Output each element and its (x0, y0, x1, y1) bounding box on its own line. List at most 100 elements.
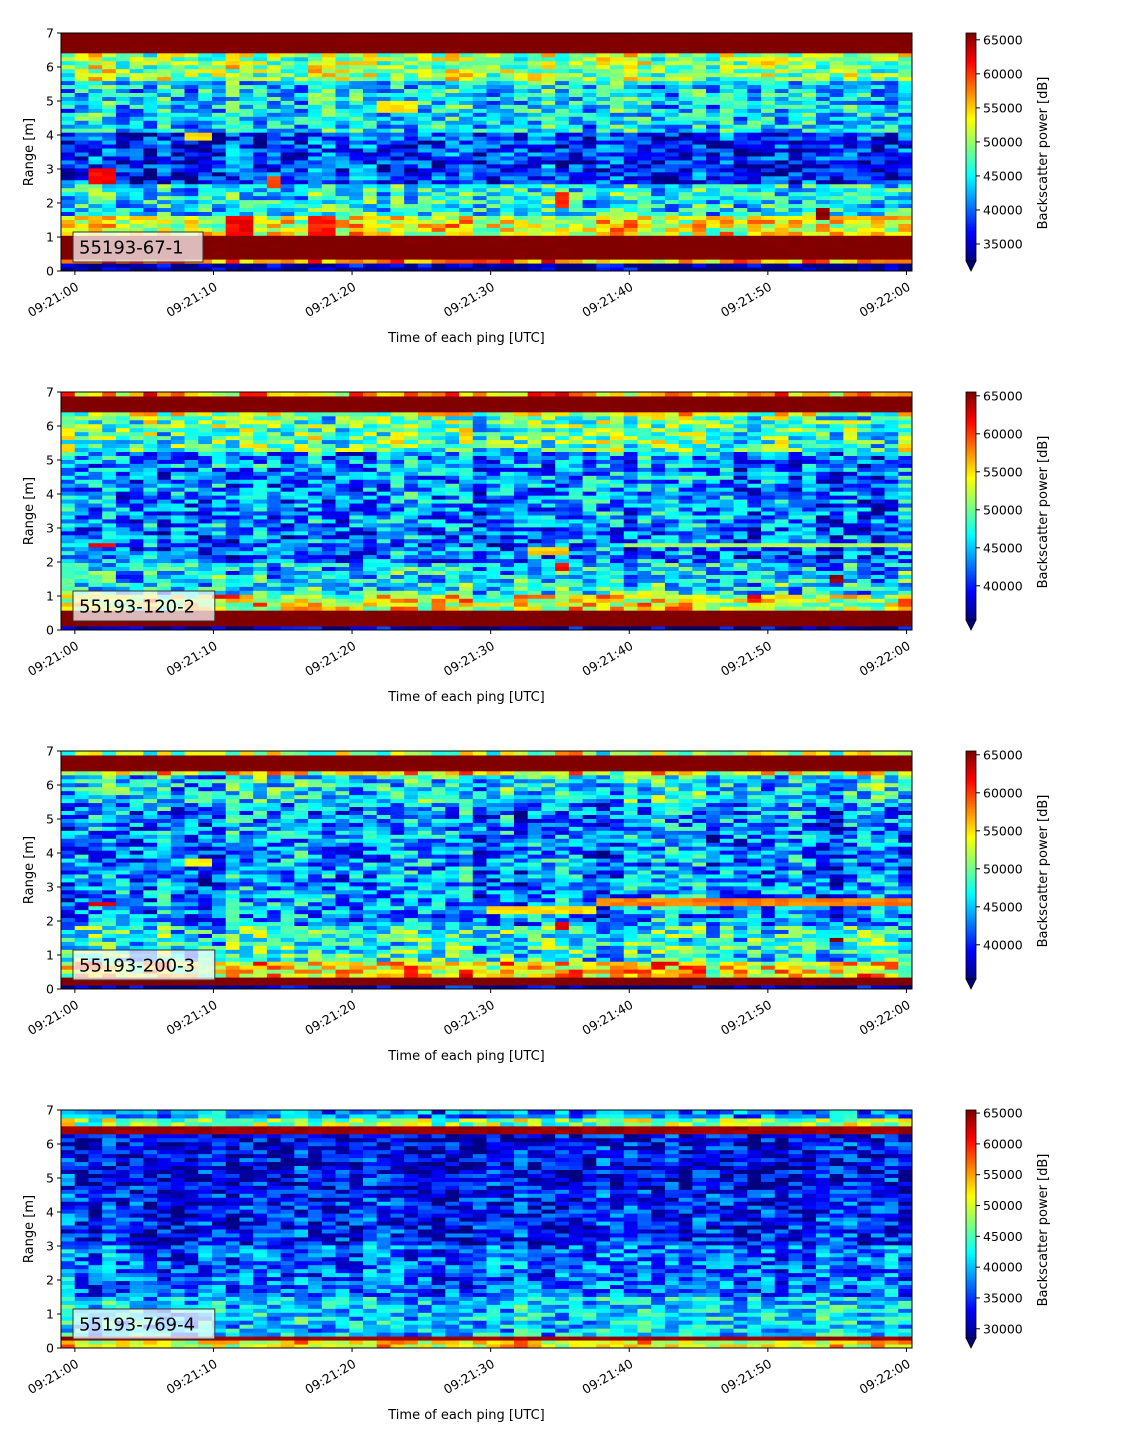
colorbar-tick-label: 55000 (983, 823, 1023, 838)
heatmap-cells (61, 751, 912, 989)
x-tick-label: 09:21:20 (302, 638, 358, 679)
y-tick-label: 7 (46, 26, 54, 41)
colorbar-tick-label: 60000 (983, 1136, 1023, 1151)
x-tick-label: 09:21:30 (441, 1356, 497, 1397)
colorbar-tick-label: 60000 (983, 785, 1023, 800)
x-tick-label: 09:21:40 (579, 638, 635, 679)
y-axis-label: Range [m] (22, 836, 37, 904)
panel-55193-120-2: 0 1 2 3 4 5 6 7 Range [m] 09:21:00 09:21:10 09:21:2… (22, 385, 1051, 706)
y-tick-label: 1 (46, 948, 54, 963)
x-tick-label: 09:21:20 (302, 997, 358, 1038)
y-tick-label: 5 (46, 812, 54, 827)
colorbar-tick-label: 45000 (983, 899, 1023, 914)
panel-55193-769-4: 0 1 2 3 4 5 6 7 Range [m] 09:21:00 09:21:10 09:21:2… (22, 1103, 1051, 1424)
axes-frame (60, 1109, 913, 1349)
x-tick-label: 09:22:00 (857, 638, 913, 679)
colorbar-tick-label: 40000 (983, 937, 1023, 952)
heatmap-cells (61, 33, 912, 271)
y-tick-label: 5 (46, 94, 54, 109)
colorbar-tick-label: 40000 (983, 578, 1023, 593)
colorbar-tick-label: 45000 (983, 1229, 1023, 1244)
y-tick-label: 7 (46, 1103, 54, 1118)
y-tick-label: 3 (46, 521, 54, 536)
y-tick-label: 6 (46, 778, 54, 793)
x-tick-label: 09:21:00 (25, 279, 81, 320)
x-tick-label: 09:21:50 (718, 279, 774, 320)
colorbar-tick-label: 65000 (983, 388, 1023, 403)
colorbar-label: Backscatter power [dB] (1036, 436, 1051, 589)
y-tick-label: 2 (46, 555, 54, 570)
x-tick-label: 09:21:30 (441, 997, 497, 1038)
axes-frame (60, 32, 913, 272)
y-tick-label: 0 (46, 982, 54, 997)
colorbar-tick-label: 35000 (983, 236, 1023, 251)
x-axis-label: Time of each ping [UTC] (387, 690, 545, 705)
colorbar: 40000 45000 50000 55000 60000 65000 Backscatte… (965, 388, 1051, 631)
y-tick-label: 3 (46, 880, 54, 895)
x-tick-label: 09:21:00 (25, 638, 81, 679)
y-tick-label: 1 (46, 1307, 54, 1322)
y-tick-label: 5 (46, 453, 54, 468)
panel-annotation: 55193-769-4 (72, 1308, 216, 1340)
x-tick-label: 09:21:50 (718, 1356, 774, 1397)
y-tick-label: 1 (46, 589, 54, 604)
y-tick-label: 4 (46, 487, 54, 502)
y-tick-label: 1 (46, 230, 54, 245)
colorbar-tick-label: 45000 (983, 540, 1023, 555)
colorbar-label: Backscatter power [dB] (1036, 795, 1051, 948)
axes-frame (60, 391, 913, 631)
colorbar-tick-label: 55000 (983, 100, 1023, 115)
panel-annotation: 55193-120-2 (72, 590, 216, 622)
y-tick-label: 4 (46, 846, 54, 861)
y-tick-label: 3 (46, 162, 54, 177)
colorbar-tick-label: 65000 (983, 747, 1023, 762)
x-tick-label: 09:21:40 (579, 997, 635, 1038)
colorbar-tick-label: 50000 (983, 861, 1023, 876)
x-tick-label: 09:22:00 (857, 1356, 913, 1397)
colorbar-tick-label: 60000 (983, 426, 1023, 441)
y-tick-label: 7 (46, 385, 54, 400)
panels: 0 1 2 3 4 5 6 7 Range [m] 09:21:00 09:21:10 09:21:2… (22, 26, 1051, 1424)
y-tick-label: 7 (46, 744, 54, 759)
svg-text:55193-67-1: 55193-67-1 (79, 238, 184, 259)
colorbar-tick-label: 65000 (983, 32, 1023, 47)
colorbar: 30000 35000 40000 45000 50000 55000 60000 65000… (965, 1106, 1051, 1349)
x-tick-label: 09:21:10 (164, 1356, 220, 1397)
colorbar-tick-label: 40000 (983, 1260, 1023, 1275)
y-tick-label: 2 (46, 914, 54, 929)
x-tick-label: 09:21:30 (441, 279, 497, 320)
x-axis-label: Time of each ping [UTC] (387, 331, 545, 346)
colorbar-tick-label: 50000 (983, 1198, 1023, 1213)
y-axis-label: Range [m] (22, 477, 37, 545)
colorbar-tick-label: 55000 (983, 1167, 1023, 1182)
x-tick-label: 09:21:10 (164, 279, 220, 320)
heatmap-cells (61, 1110, 912, 1348)
x-tick-label: 09:21:10 (164, 638, 220, 679)
colorbar-tick-label: 55000 (983, 464, 1023, 479)
panel-annotation: 55193-200-3 (72, 949, 216, 981)
x-tick-label: 09:21:40 (579, 279, 635, 320)
x-tick-label: 09:21:00 (25, 997, 81, 1038)
y-axis-label: Range [m] (22, 1195, 37, 1263)
colorbar-tick-label: 45000 (983, 168, 1023, 183)
colorbar-tick-label: 60000 (983, 66, 1023, 81)
colorbar-tick-label: 65000 (983, 1106, 1023, 1121)
panel-55193-67-1: 0 1 2 3 4 5 6 7 Range [m] 09:21:00 09:21:10 09:21:2… (22, 26, 1051, 347)
y-tick-label: 4 (46, 1205, 54, 1220)
x-tick-label: 09:21:50 (718, 638, 774, 679)
colorbar-tick-label: 40000 (983, 202, 1023, 217)
y-tick-label: 2 (46, 1273, 54, 1288)
colorbar: 40000 45000 50000 55000 60000 65000 Backscatte… (965, 747, 1051, 990)
x-tick-label: 09:21:00 (25, 1356, 81, 1397)
colorbar-tick-label: 30000 (983, 1321, 1023, 1336)
y-tick-label: 5 (46, 1171, 54, 1186)
colorbar-label: Backscatter power [dB] (1036, 77, 1051, 230)
y-tick-label: 0 (46, 264, 54, 279)
colorbar: 35000 40000 45000 50000 55000 60000 65000 Backs… (965, 32, 1051, 272)
x-tick-label: 09:22:00 (857, 279, 913, 320)
y-tick-label: 6 (46, 1137, 54, 1152)
x-tick-label: 09:21:20 (302, 1356, 358, 1397)
y-axis-label: Range [m] (22, 118, 37, 186)
y-tick-label: 0 (46, 623, 54, 638)
y-tick-label: 2 (46, 196, 54, 211)
